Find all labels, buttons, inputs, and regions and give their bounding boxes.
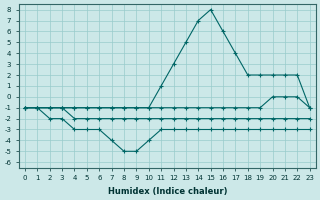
X-axis label: Humidex (Indice chaleur): Humidex (Indice chaleur) [108,187,227,196]
